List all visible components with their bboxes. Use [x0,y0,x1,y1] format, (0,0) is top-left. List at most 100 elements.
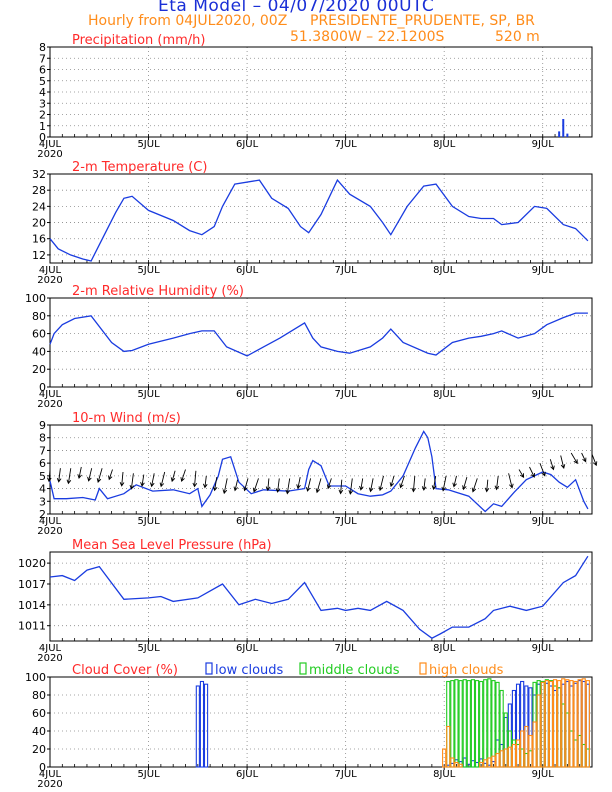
wind-arrow [494,475,500,491]
cloud-bar-high-clouds [503,748,508,768]
y-tick-label: 1014 [18,599,46,612]
x-start-year: 2020 [37,275,62,286]
cloud-bar-high-clouds [520,730,525,768]
x-tick-label: 6JUL [236,643,259,654]
wind-arrow [243,478,249,492]
x-tick-label: 9JUL [532,389,555,400]
panel-frame [49,424,593,515]
y-tick-label: 1020 [18,557,46,570]
panel-2: 12 16 20 24 28 32 4JUL2020 5JUL 6JUL 7JUL 8JUL 9JUL… [32,160,593,286]
wind-arrow [570,452,578,465]
wind-arrow [581,452,587,463]
wind-arrow [119,471,125,487]
panel-6: 0 20 40 60 80 100 4JUL2020 5JUL 6JUL 7JUL 8JUL 9JUL… [25,662,593,790]
wind-arrow [484,479,490,493]
cloud-bar-middle-clouds [454,679,459,768]
cloud-bar-middle-clouds [462,679,467,768]
wind-arrow [285,478,291,495]
wind-arrow [275,478,281,493]
temperature-line [49,178,589,262]
wind-arrow [326,478,332,490]
wind-arrow [560,455,566,470]
x-start-label: 4JUL [39,265,62,276]
cloud-bar-middle-clouds [483,679,488,768]
wind-arrow [421,478,427,491]
x-tick-label: 5JUL [137,139,160,150]
y-tick-label: 12 [32,249,46,262]
y-tick-label: 5 [39,470,46,483]
wind-arrow [192,470,198,488]
humidity-line [49,312,588,357]
wind-arrow [170,470,176,483]
x-tick-label: 8JUL [433,265,456,276]
cloud-bar-high-clouds [540,681,545,768]
panel-5: 1011 1014 1017 1020 4JUL2020 5JUL 6JUL 7JUL 8JUL… [18,538,593,664]
panel-frame [49,676,593,768]
wind-arrow [399,475,405,489]
x-start-year: 2020 [37,526,62,537]
cloud-bar-high-clouds [487,757,492,768]
x-tick-label: 5JUL [137,516,160,527]
cloud-bar-high-clouds [454,761,459,768]
x-start-year: 2020 [37,399,62,410]
cloud-bar-high-clouds [479,761,484,768]
panel-frame [49,551,593,642]
y-tick-label: 100 [25,292,46,305]
cloud-bar-high-clouds [511,743,517,768]
legend-swatch [205,662,213,675]
precip-bar [562,119,565,137]
legend-label: middle clouds [309,663,400,678]
x-tick-label: 8JUL [433,643,456,654]
cloud-bar-high-clouds [532,721,537,768]
legend-label: high clouds [429,663,504,678]
x-tick-label: 6JUL [236,769,259,780]
cloud-bar-high-clouds [548,680,554,768]
wind-arrow [149,473,155,488]
wind-arrow [66,468,72,485]
cloud-bar-middle-clouds [470,679,476,768]
y-tick-label: 6 [39,64,46,77]
x-start-year: 2020 [37,779,62,790]
wind-arrow [77,466,82,480]
x-tick-label: 5JUL [137,769,160,780]
y-tick-label: 3 [39,97,46,110]
y-tick-label: 1017 [18,578,46,591]
cloud-bar-high-clouds [581,678,586,768]
panel-title: Precipitation (mm/h) [72,33,205,48]
y-tick-label: 3 [39,495,46,508]
cloud-bar-high-clouds [491,755,496,768]
cloud-bar-high-clouds [515,739,521,768]
y-tick-label: 6 [39,457,46,470]
pressure-line [49,555,589,639]
y-tick-label: 60 [32,328,46,341]
y-tick-label: 60 [32,707,46,720]
cloud-bar-high-clouds [450,757,455,768]
wind-arrow [46,469,52,483]
y-tick-label: 2 [39,109,46,122]
wind-arrow [129,473,135,490]
panel-title: Mean Sea Level Pressure (hPa) [72,538,272,553]
x-start-label: 4JUL [39,139,62,150]
wind-arrow [233,479,239,492]
y-tick-label: 4 [39,86,46,99]
cloud-bar-high-clouds [569,680,574,768]
y-tick-label: 5 [39,75,46,88]
x-start-year: 2020 [37,149,62,160]
header-coords: 51.3800W – 22.1200S [290,29,445,45]
wind-arrow [389,475,395,488]
cloud-bar-low-clouds [203,683,209,768]
x-tick-label: 8JUL [433,139,456,150]
x-start-label: 4JUL [39,389,62,400]
y-tick-label: 4 [39,483,46,496]
panel-frame [49,297,593,388]
cloud-bar-high-clouds [552,679,558,768]
x-tick-label: 6JUL [236,516,259,527]
y-tick-label: 0 [39,761,46,774]
cloud-bar-high-clouds [483,759,488,768]
x-tick-label: 7JUL [335,643,358,654]
x-tick-label: 9JUL [532,139,555,150]
y-tick-label: 0 [39,381,46,394]
panel-3: 0 20 40 60 80 100 4JUL2020 5JUL 6JUL 7JUL 8JUL 9JUL… [25,284,593,410]
wind-arrow [368,478,374,493]
